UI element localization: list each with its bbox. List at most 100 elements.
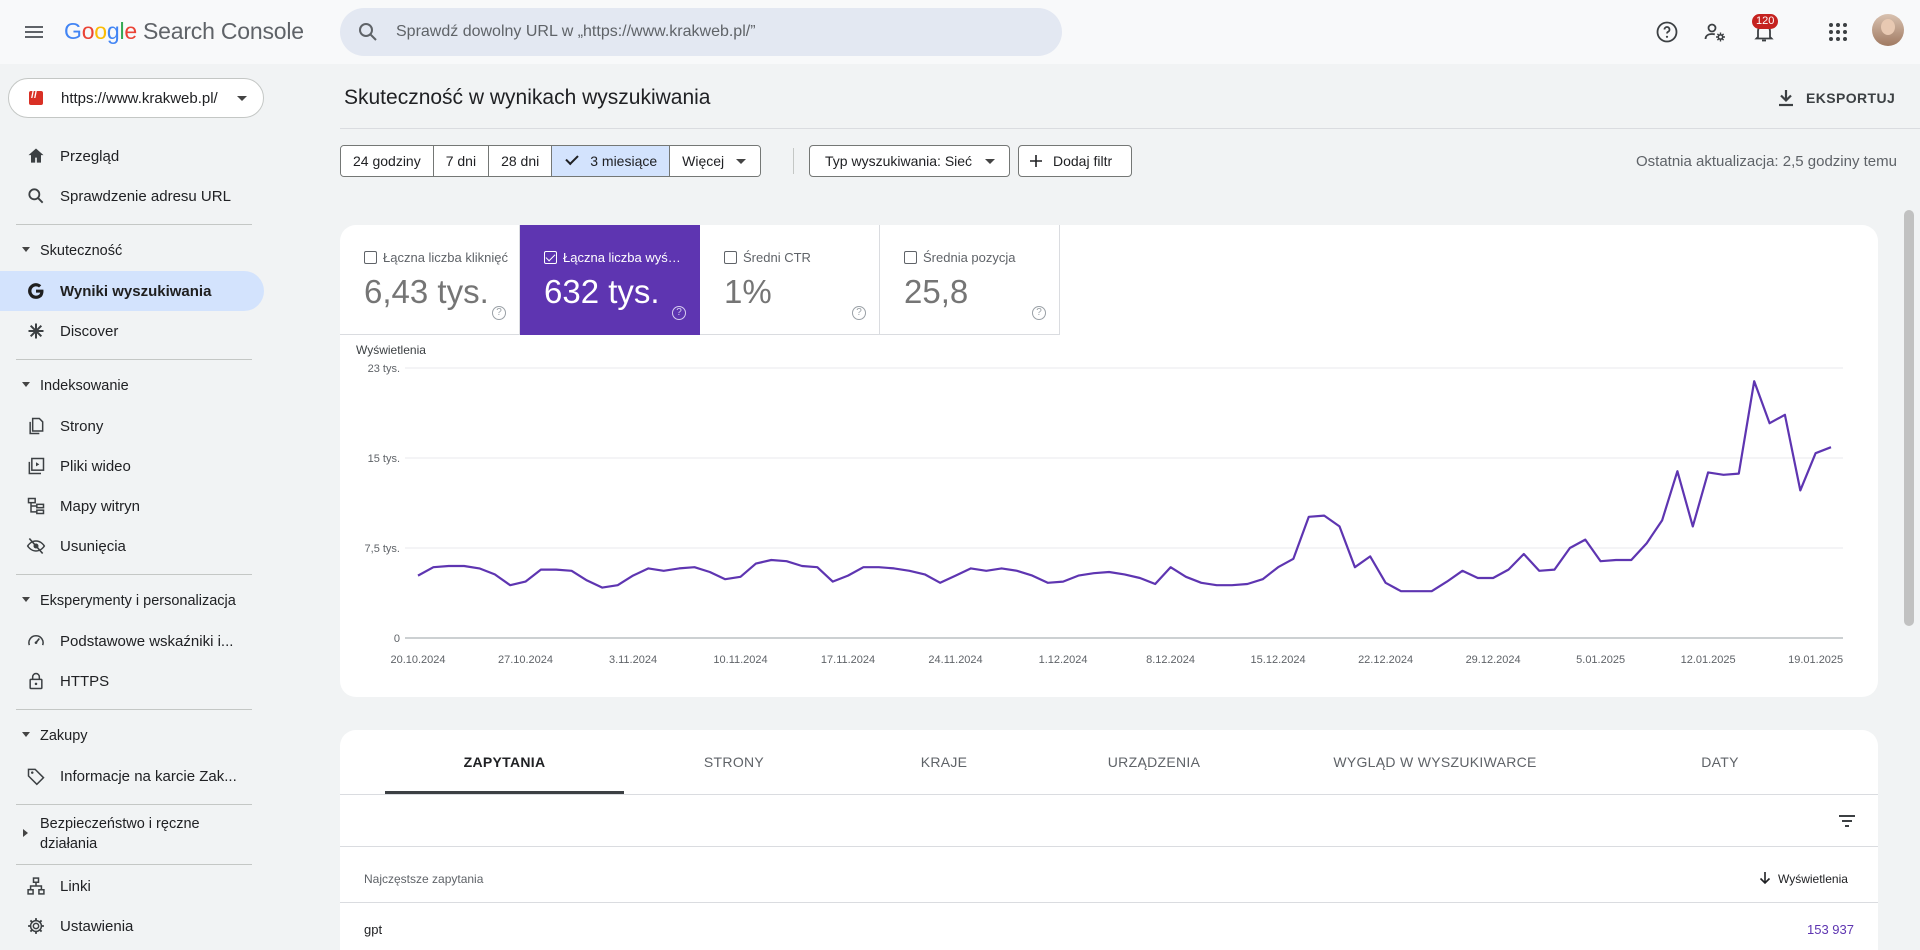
sidebar-section-indexing[interactable]: Indeksowanie	[0, 366, 264, 406]
search-type-filter[interactable]: Typ wyszukiwania: Sieć	[809, 145, 1010, 177]
performance-chart-card: Łączna liczba kliknięć 6,43 tys. ? Łączn…	[340, 225, 1878, 697]
sort-arrow-down-icon	[1759, 872, 1771, 885]
metric-card-ctr[interactable]: Średni CTR 1% ?	[700, 225, 880, 335]
tab-devices[interactable]: URZĄDZENIA	[1044, 730, 1264, 794]
logo-letter: o	[81, 18, 95, 44]
tab-label: ZAPYTANIA	[463, 754, 546, 770]
apps-grid-icon[interactable]	[1826, 20, 1850, 44]
section-label: Bezpieczeństwo i ręczne działania	[40, 814, 200, 854]
sidebar-item-settings[interactable]: Ustawienia	[0, 906, 264, 946]
logo-letter: l	[119, 18, 125, 44]
x-tick-label: 8.12.2024	[1146, 654, 1195, 666]
metric-value: 632 tys.	[544, 273, 660, 310]
sidebar-item-overview[interactable]: Przegląd	[0, 136, 264, 176]
property-favicon-icon	[29, 89, 43, 105]
x-tick-label: 17.11.2024	[821, 654, 875, 666]
notifications-badge: 120	[1752, 14, 1779, 29]
tab-pages[interactable]: STRONY	[624, 730, 844, 794]
y-tick-label: 23 tys.	[368, 363, 400, 375]
date-chip-7d[interactable]: 7 dni	[433, 146, 490, 176]
add-filter-button[interactable]: Dodaj filtr	[1018, 145, 1132, 177]
x-tick-label: 20.10.2024	[390, 654, 445, 666]
filter-label: Dodaj filtr	[1053, 153, 1113, 169]
y-tick-label: 15 tys.	[368, 453, 400, 465]
x-tick-label: 12.01.2025	[1681, 654, 1736, 666]
tab-queries[interactable]: ZAPYTANIA	[385, 730, 624, 794]
chevron-down-icon	[985, 159, 995, 164]
help-icon[interactable]: ?	[852, 306, 866, 320]
check-icon	[565, 151, 579, 166]
metric-checkbox[interactable]	[544, 251, 557, 264]
sidebar-item-label: Linki	[60, 878, 91, 895]
sidebar-item-label: Ustawienia	[60, 918, 134, 935]
impressions-line-chart: Wyświetlenia 0 7,5 tys. 15 tys. 23 tys. 20.…	[356, 343, 1843, 666]
metric-value: 1%	[724, 273, 772, 310]
sidebar-item-url-inspection[interactable]: Sprawdzenie adresu URL	[0, 176, 264, 216]
tab-label: STRONY	[703, 754, 765, 770]
y-tick-label: 7,5 tys.	[365, 543, 400, 555]
sidebar-section-performance[interactable]: Skuteczność	[0, 231, 264, 271]
metric-checkbox[interactable]	[364, 251, 377, 264]
tab-dates[interactable]: DATY	[1630, 730, 1810, 794]
search-input[interactable]	[396, 8, 1036, 56]
tag-icon	[27, 768, 45, 786]
sidebar-item-https[interactable]: HTTPS	[0, 661, 264, 701]
help-icon[interactable]: ?	[672, 306, 686, 320]
sidebar-section-experience[interactable]: Eksperymenty i personalizacja	[0, 581, 264, 621]
google-search-console-logo[interactable]: Google Search Console	[64, 18, 304, 45]
caret-right-icon	[23, 829, 28, 837]
manage-users-icon[interactable]	[1703, 20, 1727, 44]
logo-letter: G	[64, 18, 82, 44]
table-row-query[interactable]: gpt	[364, 922, 383, 937]
eye-off-icon	[26, 537, 46, 555]
google-g-icon	[28, 283, 44, 299]
last-update-text: Ostatnia aktualizacja: 2,5 godziny temu	[1636, 153, 1897, 170]
page-scrollbar[interactable]	[1904, 210, 1914, 626]
sidebar-section-shopping[interactable]: Zakupy	[0, 716, 264, 756]
x-tick-label: 5.01.2025	[1576, 654, 1625, 666]
x-tick-label: 3.11.2024	[609, 654, 657, 666]
sidebar-item-label: Discover	[60, 323, 119, 340]
sidebar-item-pages[interactable]: Strony	[0, 406, 264, 446]
x-tick-label: 24.11.2024	[928, 654, 982, 666]
filter-rows-icon[interactable]	[1836, 810, 1858, 832]
x-tick-label: 27.10.2024	[498, 654, 553, 666]
sidebar-item-merchant-listings[interactable]: Informacje na karcie Zak...	[0, 756, 264, 796]
sidebar-section-security[interactable]: Bezpieczeństwo i ręczne działania	[0, 808, 264, 860]
tab-countries[interactable]: KRAJE	[844, 730, 1044, 794]
hamburger-menu-icon[interactable]	[22, 20, 46, 44]
section-label: Eksperymenty i personalizacja	[40, 593, 236, 609]
account-avatar[interactable]	[1872, 14, 1904, 46]
metric-label: Łączna liczba kliknięć	[383, 250, 508, 265]
sidebar-item-core-web-vitals[interactable]: Podstawowe wskaźniki i...	[0, 621, 264, 661]
column-header-queries[interactable]: Najczęstsze zapytania	[364, 872, 484, 886]
date-chip-24h[interactable]: 24 godziny	[341, 146, 434, 176]
metric-card-position[interactable]: Średnia pozycja 25,8 ?	[880, 225, 1060, 335]
date-chip-28d[interactable]: 28 dni	[489, 146, 553, 176]
page-title: Skuteczność w wynikach wyszukiwania	[344, 86, 711, 109]
metric-card-impressions[interactable]: Łączna liczba wyświetleń 632 tys. ?	[520, 225, 700, 335]
tab-search-appearance[interactable]: WYGLĄD W WYSZUKIWARCE	[1304, 730, 1566, 794]
sidebar-item-sitemaps[interactable]: Mapy witryn	[0, 486, 264, 526]
lock-icon	[29, 672, 43, 690]
sidebar-item-removals[interactable]: Usunięcia	[0, 526, 264, 566]
sidebar-item-links[interactable]: Linki	[0, 866, 264, 906]
asterisk-icon	[28, 323, 44, 339]
date-chip-3m[interactable]: 3 miesiące	[552, 146, 671, 176]
property-selector[interactable]: https://www.krakweb.pl/	[8, 78, 264, 118]
metric-value: 25,8	[904, 273, 969, 310]
metric-card-clicks[interactable]: Łączna liczba kliknięć 6,43 tys. ?	[340, 225, 520, 335]
sidebar-item-label: HTTPS	[60, 673, 110, 690]
sidebar-item-search-results[interactable]: Wyniki wyszukiwania	[0, 271, 264, 311]
help-icon[interactable]	[1655, 20, 1679, 44]
metric-checkbox[interactable]	[904, 251, 917, 264]
help-icon[interactable]: ?	[1032, 306, 1046, 320]
help-icon[interactable]: ?	[492, 306, 506, 320]
sidebar-item-discover[interactable]: Discover	[0, 311, 264, 351]
sidebar-item-video-pages[interactable]: Pliki wideo	[0, 446, 264, 486]
metric-checkbox[interactable]	[724, 251, 737, 264]
url-inspection-search[interactable]	[340, 8, 1062, 56]
caret-down-icon	[22, 382, 30, 387]
video-pages-icon	[28, 457, 45, 475]
date-chip-more[interactable]: Więcej	[670, 146, 761, 176]
